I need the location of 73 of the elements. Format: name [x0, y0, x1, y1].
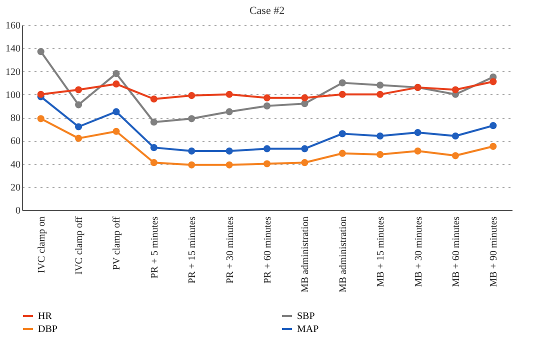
point — [338, 130, 346, 138]
point — [188, 161, 196, 168]
y-tick-label: 60 — [10, 136, 20, 148]
point — [37, 48, 44, 56]
y-tick-label: 40 — [10, 159, 20, 170]
x-tick-label: IVC clamp off — [74, 216, 86, 275]
x-tick-label: MB + 30 minutes — [413, 216, 424, 287]
point — [414, 148, 422, 155]
point — [150, 95, 158, 103]
point — [376, 82, 384, 89]
point — [75, 123, 82, 130]
y-tick-label: 20 — [10, 182, 20, 194]
point — [301, 145, 308, 152]
point — [263, 145, 271, 152]
point — [263, 102, 271, 110]
point — [188, 115, 196, 122]
point — [338, 90, 346, 98]
y-tick-label: 80 — [10, 113, 20, 124]
point — [188, 148, 196, 155]
point — [414, 129, 422, 136]
y-tick-label: 120 — [6, 66, 20, 78]
point — [338, 150, 346, 157]
y-tick-label: 160 — [6, 20, 20, 32]
point — [112, 70, 120, 78]
point — [376, 132, 384, 140]
point — [263, 160, 271, 168]
x-tick-label: MB administration — [300, 216, 312, 292]
x-tick-label: PR + 5 minutes — [149, 216, 160, 279]
point — [75, 86, 82, 94]
point — [226, 108, 233, 116]
point — [490, 122, 497, 130]
point — [490, 142, 497, 150]
point — [112, 80, 120, 88]
point — [150, 159, 158, 166]
point — [226, 90, 233, 98]
x-tick-label: PR + 30 minutes — [224, 216, 236, 284]
x-tick-label: MB administration — [338, 216, 349, 292]
point — [37, 90, 44, 98]
point — [338, 79, 346, 86]
y-tick-label: 0 — [16, 206, 20, 216]
point — [490, 78, 497, 86]
point — [150, 118, 158, 126]
x-tick-label: MB + 15 minutes — [376, 216, 387, 287]
x-tick-label: PV clamp off — [112, 216, 123, 270]
point — [301, 159, 308, 166]
legend-label: DBP — [38, 324, 58, 335]
point — [75, 101, 82, 108]
point — [452, 132, 459, 140]
point — [376, 90, 384, 98]
chart-title: Case #2 — [249, 5, 285, 17]
x-tick-label: IVC clamp on — [36, 216, 48, 274]
legend-label: SBP — [297, 311, 316, 322]
point — [112, 108, 120, 116]
x-tick-label: MB + 90 minutes — [488, 216, 500, 287]
point — [263, 94, 271, 102]
x-tick-label: PR + 60 minutes — [262, 216, 274, 284]
point — [226, 161, 233, 168]
point — [376, 150, 384, 158]
point — [226, 148, 233, 155]
point — [452, 152, 459, 160]
point — [112, 128, 120, 135]
point — [150, 144, 158, 152]
y-tick-label: 140 — [6, 44, 20, 55]
point — [188, 92, 196, 100]
point — [75, 134, 82, 142]
legend-label: MAP — [297, 324, 320, 335]
point — [301, 94, 308, 102]
point — [452, 86, 459, 94]
x-tick-label: MB + 60 minutes — [450, 216, 462, 287]
x-tick-label: PR + 15 minutes — [187, 216, 198, 284]
y-tick-label: 100 — [6, 90, 20, 101]
legend-label: HR — [38, 311, 52, 322]
point — [37, 115, 44, 122]
